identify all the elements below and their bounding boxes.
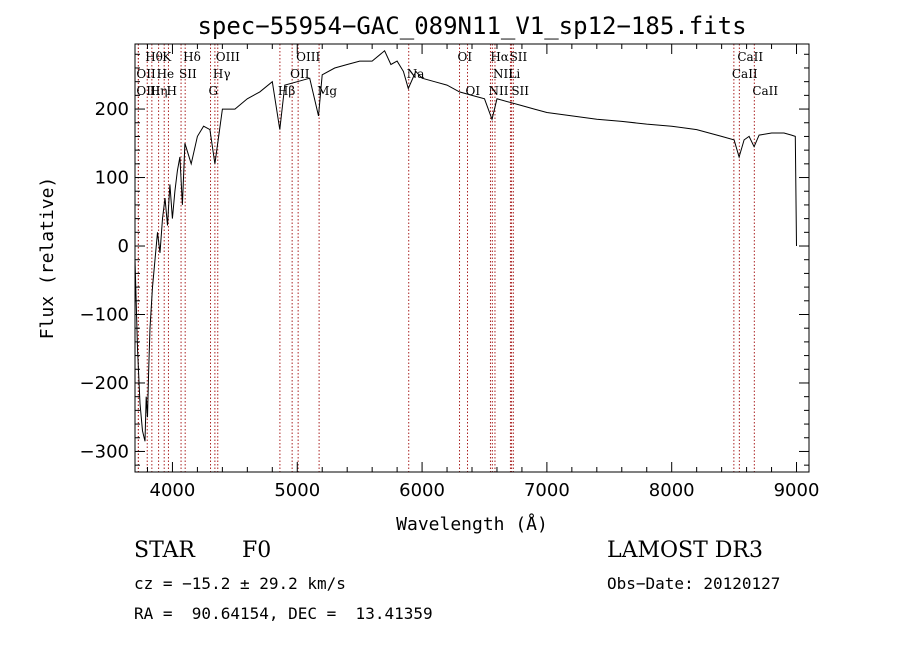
spectral-line-label: OIII xyxy=(136,84,160,98)
x-tick-label: 9000 xyxy=(774,480,820,501)
spectral-line-label: CaII xyxy=(752,84,778,98)
object-class: STAR xyxy=(134,538,195,563)
y-tick-label: 200 xyxy=(95,99,129,120)
survey-name: LAMOST DR3 xyxy=(607,538,763,563)
spectral-line-label: Hθ xyxy=(145,50,163,64)
spectral-line-label: Hη xyxy=(150,84,168,98)
spectral-line-label: Hδ xyxy=(183,50,201,64)
x-axis-label: Wavelength (Å) xyxy=(396,513,548,535)
y-tick-label: 0 xyxy=(118,236,129,257)
spectral-line-label: K xyxy=(162,50,172,64)
redshift-velocity: cz = −15.2 ± 29.2 km/s xyxy=(134,574,346,593)
y-axis-label: Flux (relative) xyxy=(37,177,58,340)
spectral-line-label: CaII xyxy=(732,67,758,81)
spectral-line-label: OIII xyxy=(296,50,320,64)
spectral-line-label: H xyxy=(166,84,176,98)
spectral-line-label: OIII xyxy=(216,50,240,64)
spectral-line-label: OII xyxy=(136,67,156,81)
spectral-line-label: Hβ xyxy=(278,84,295,98)
spectral-line-label: OI xyxy=(458,50,473,64)
x-tick-label: 6000 xyxy=(399,480,445,501)
axis-ticks: 4000 5000 6000 7000 8000 9000 −300 −200 −100 0 100… xyxy=(80,44,820,501)
spectral-line-label: Mg xyxy=(317,84,337,98)
y-tick-label: −200 xyxy=(80,373,129,394)
spectral-line-label: Hα xyxy=(490,50,509,64)
x-tick-label: 7000 xyxy=(524,480,570,501)
object-subclass: F0 xyxy=(242,538,272,563)
x-tick-label: 5000 xyxy=(274,480,320,501)
spectral-line-label: Na xyxy=(407,67,425,81)
spectral-line-label: NII xyxy=(488,84,508,98)
y-tick-label: −100 xyxy=(80,304,129,325)
spectral-line-label: CaII xyxy=(737,50,763,64)
spectral-line-label: Li xyxy=(508,67,520,81)
x-tick-label: 8000 xyxy=(649,480,695,501)
spectrum-line xyxy=(134,50,797,442)
spectral-line-label: NII xyxy=(493,67,513,81)
y-tick-label: 100 xyxy=(95,168,129,189)
spectral-line-label: G xyxy=(209,84,219,98)
observation-date: Obs−Date: 20120127 xyxy=(607,574,781,593)
coordinates: RA = 90.64154, DEC = 13.41359 xyxy=(134,604,433,623)
y-tick-label: −300 xyxy=(80,441,129,462)
spectral-line-label: Hγ xyxy=(213,67,231,81)
spectral-line-markers xyxy=(137,44,755,472)
spectral-line-label: SII xyxy=(179,67,197,81)
chart-title: spec−55954−GAC_089N11_V1_sp12−185.fits xyxy=(197,12,746,40)
spectral-line-label: SII xyxy=(510,50,528,64)
x-tick-label: 4000 xyxy=(150,480,196,501)
spectral-line-label: OII xyxy=(290,67,310,81)
spectral-line-label: He xyxy=(157,67,175,81)
spectral-line-label: SII xyxy=(511,84,529,98)
